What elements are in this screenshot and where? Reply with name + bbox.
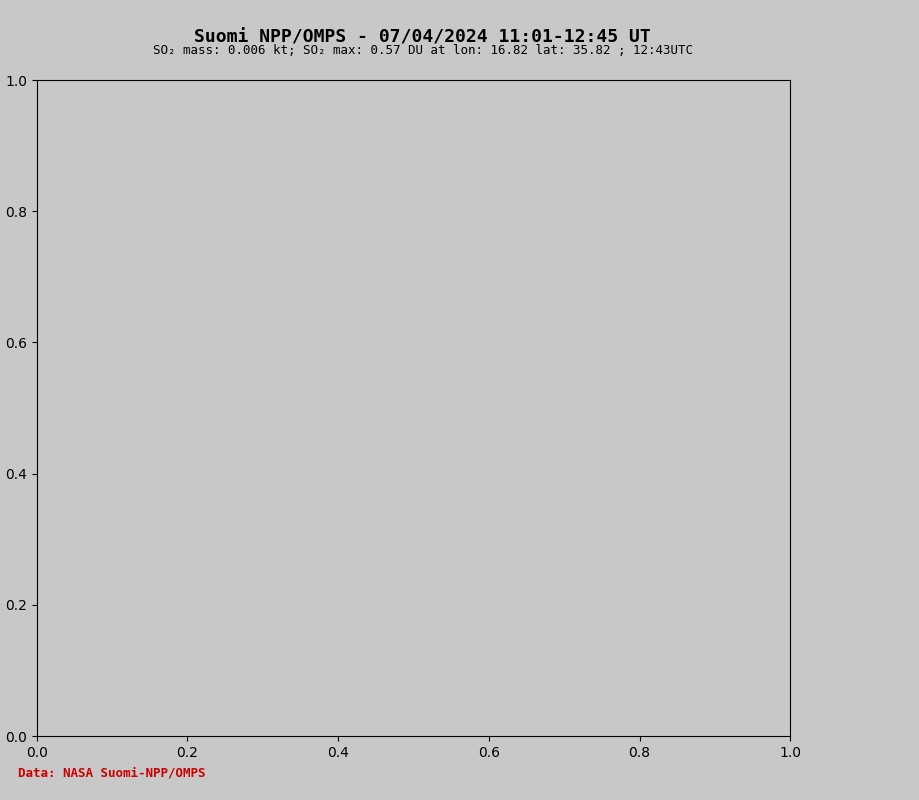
Text: SO₂ mass: 0.006 kt; SO₂ max: 0.57 DU at lon: 16.82 lat: 35.82 ; 12:43UTC: SO₂ mass: 0.006 kt; SO₂ max: 0.57 DU at … — [153, 44, 693, 57]
Text: Suomi NPP/OMPS - 07/04/2024 11:01-12:45 UT: Suomi NPP/OMPS - 07/04/2024 11:01-12:45 … — [194, 28, 652, 46]
Text: Data: NASA Suomi-NPP/OMPS: Data: NASA Suomi-NPP/OMPS — [18, 767, 206, 780]
